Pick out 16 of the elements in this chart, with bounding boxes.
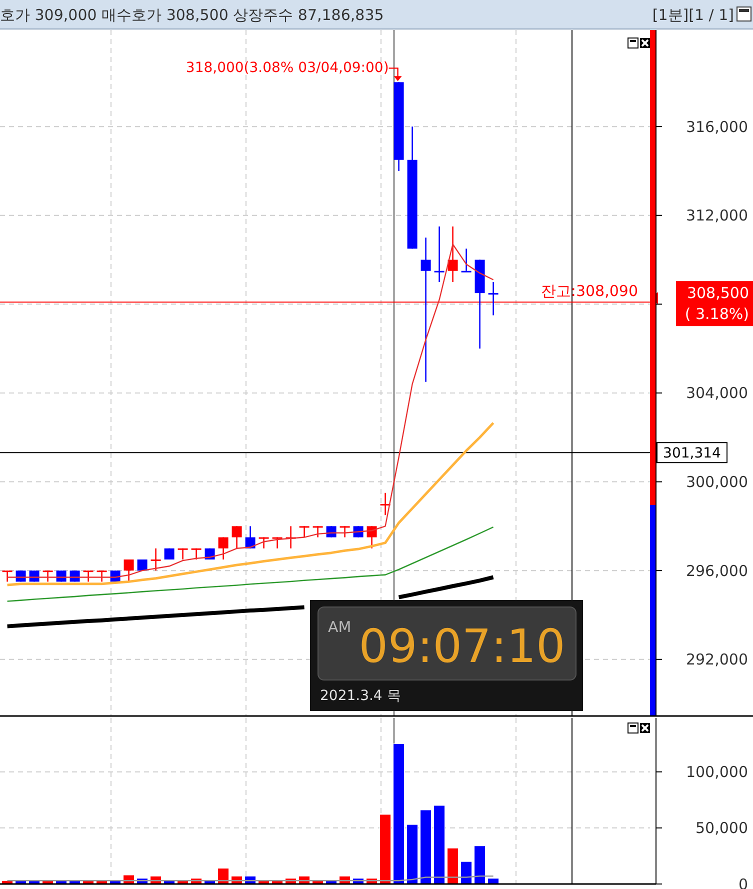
text: [1분][1 / 1] [652, 6, 734, 24]
y-tick-label: 50,000 [696, 819, 748, 838]
y-tick-label: 312,000 [686, 206, 748, 225]
annotation: 2021.3.4 목 [320, 688, 401, 704]
y-tick-label: 100,000 [686, 763, 748, 782]
y-tick-label: 292,000 [686, 650, 748, 669]
y-tick-label: 296,000 [686, 562, 748, 580]
text: 308,500 ( 3.18%) [684, 284, 749, 324]
y-tick-label: 304,000 [686, 384, 748, 402]
annotation: 318,000(3.08% 03/04,09:00) [186, 60, 389, 76]
annotation: 09:07:10 [358, 619, 566, 673]
annotation: AM [328, 618, 352, 636]
y-tick-label: 316,000 [686, 118, 748, 136]
ref-line-label: 301,314 [663, 446, 722, 462]
y-tick-label: 300,000 [686, 473, 748, 492]
chart-title: 호가 309,000 매수호가 308,500 상장주수 87,186,835 [0, 6, 384, 24]
